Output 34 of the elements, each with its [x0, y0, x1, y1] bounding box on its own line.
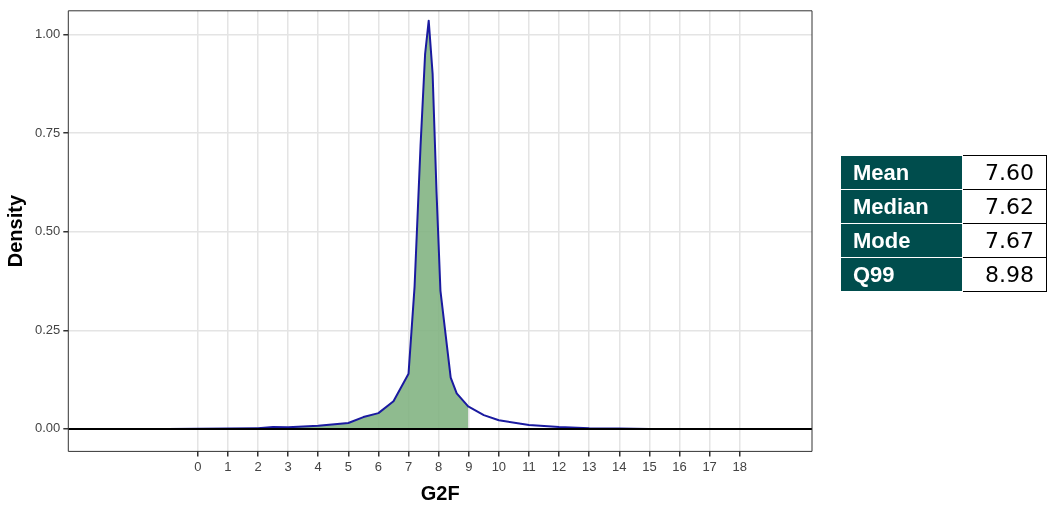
data-label: 7.62: [962, 189, 1047, 224]
category-label: Mean: [840, 155, 963, 190]
x-tick-label: 15: [642, 458, 657, 474]
data-label: 7.60: [962, 155, 1047, 190]
y-tick-label: 0.50: [34, 223, 61, 239]
x-axis-title: G2F: [420, 481, 460, 504]
y-axis-title: Density: [3, 194, 26, 268]
x-tick-label: 18: [732, 458, 747, 474]
x-tick-label: 13: [581, 458, 597, 474]
x-tick-label: 16: [672, 458, 687, 474]
x-tick-label: 11: [522, 458, 536, 474]
x-tick-label: 14: [612, 458, 627, 474]
x-tick-label: 12: [551, 458, 567, 474]
x-tick-label: 17: [702, 458, 717, 474]
y-tick-label: 0.25: [34, 321, 61, 337]
x-tick-label: 7: [404, 458, 413, 474]
x-tick-label: 3: [284, 458, 292, 474]
x-tick-label: 10: [491, 458, 507, 474]
data-label: 7.67: [962, 223, 1047, 258]
category-label: Median: [840, 189, 963, 224]
x-tick-label: 1: [224, 458, 232, 474]
x-tick-label: 9: [465, 458, 473, 474]
x-tick-label: 5: [344, 458, 352, 474]
y-tick-label: 0.75: [34, 124, 61, 140]
y-tick-label: 0.00: [34, 420, 61, 436]
category-label: Mode: [840, 223, 963, 258]
category-label: Q99: [840, 257, 963, 292]
x-tick-label: 2: [254, 458, 262, 474]
x-tick-label: 0: [194, 458, 202, 474]
y-tick-label: 1.00: [34, 26, 61, 42]
x-tick-label: 8: [435, 458, 443, 474]
data-label: 8.98: [962, 257, 1047, 292]
x-tick-label: 6: [374, 458, 383, 474]
x-tick-label: 4: [314, 458, 322, 474]
